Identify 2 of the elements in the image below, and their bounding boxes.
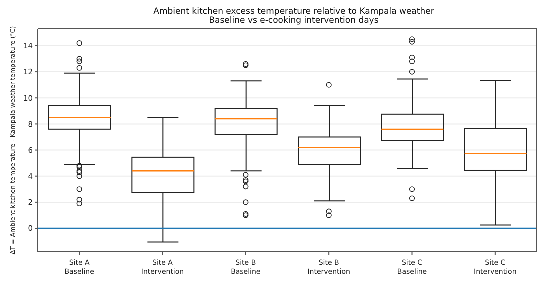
chart-subtitle: Baseline vs e-cooking intervention days: [208, 16, 380, 26]
chart-title: Ambient kitchen excess temperature relative to Kampala weather: [152, 7, 436, 17]
